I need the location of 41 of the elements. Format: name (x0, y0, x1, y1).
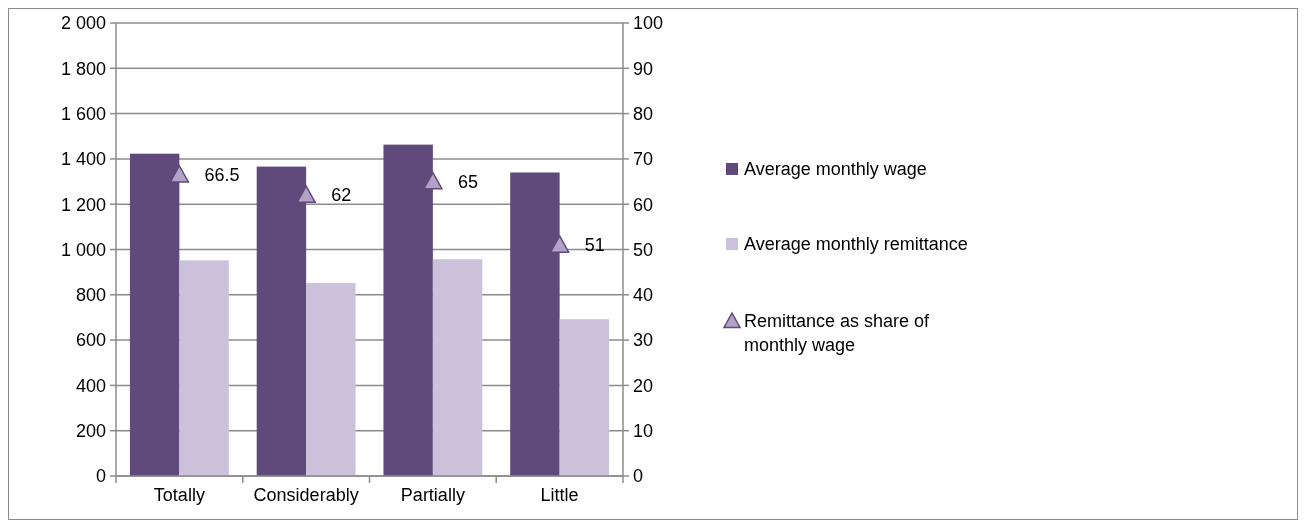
legend-label: Average monthly wage (744, 159, 927, 180)
legend-label: Remittance as share of monthly wage (744, 311, 931, 355)
x-tick-label: Totally (153, 485, 205, 505)
y2-tick-label: 90 (633, 58, 654, 79)
x-tick-label: Little (540, 485, 579, 505)
y-tick-label: 600 (75, 330, 106, 351)
y2-tick-label: 100 (633, 13, 664, 34)
y-tick-label: 1 000 (60, 239, 106, 260)
y2-tick-label: 50 (633, 239, 654, 260)
legend-label: Average monthly remittance (744, 234, 968, 255)
x-tick-label: Considerably (253, 485, 359, 505)
y2-tick-label: 80 (633, 103, 654, 124)
data-label: 51 (584, 235, 605, 256)
y2-tick-label: 30 (633, 330, 654, 351)
x-tick-label: Partially (400, 485, 465, 505)
data-label: 66.5 (204, 165, 240, 186)
bar (306, 283, 356, 476)
y-tick-label: 1 200 (60, 194, 106, 215)
data-label: 62 (331, 185, 352, 206)
point (296, 185, 316, 204)
y-tick-label: 1 800 (60, 58, 106, 79)
y2-tick-label: 70 (633, 149, 654, 170)
data-label: 65 (457, 171, 478, 192)
y2-tick-label: 40 (633, 285, 654, 306)
y-tick-label: 800 (75, 285, 106, 306)
point (549, 235, 570, 253)
point (169, 165, 190, 183)
y-tick-label: 0 (95, 466, 106, 487)
bar (559, 319, 610, 476)
y2-tick-label: 10 (633, 421, 654, 441)
y-tick-label: 1 600 (60, 103, 106, 124)
bar (432, 259, 483, 476)
y-tick-label: 200 (75, 421, 106, 441)
bar (179, 260, 229, 476)
y2-tick-label: 20 (633, 375, 654, 396)
y-tick-label: 2 000 (60, 13, 106, 34)
point (423, 171, 443, 190)
y2-tick-label: 0 (633, 466, 644, 487)
y2-tick-label: 60 (633, 194, 654, 215)
y-tick-label: 400 (75, 375, 106, 396)
y-tick-label: 1 400 (60, 149, 106, 170)
